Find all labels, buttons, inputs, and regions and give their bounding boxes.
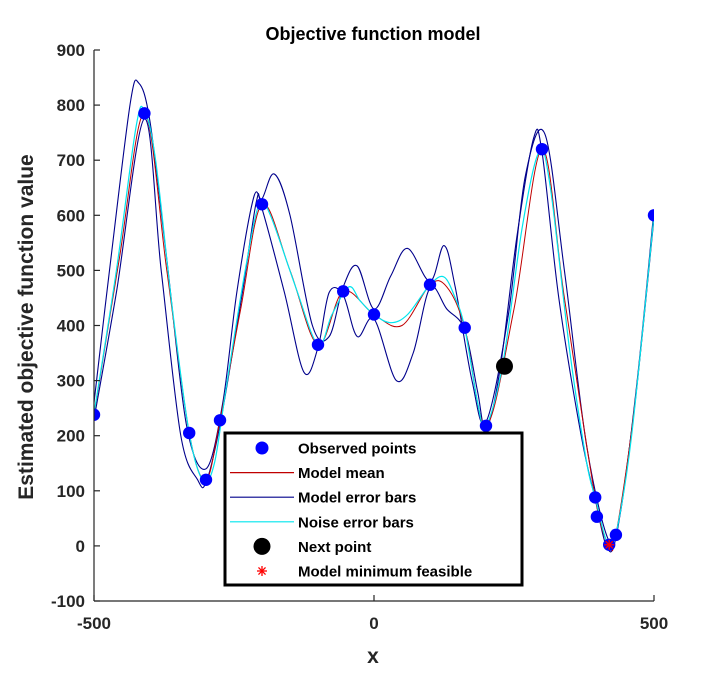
plot-area: [94, 79, 654, 553]
y-tick-label: 800: [57, 96, 85, 115]
y-tick-label: 900: [57, 41, 85, 60]
y-tick-label: 600: [57, 206, 85, 225]
noise-error-line: [94, 105, 654, 548]
y-tick-label: 400: [57, 317, 85, 336]
model-minimum-marker: [604, 539, 615, 550]
observed-point: [589, 491, 602, 504]
observed-point: [255, 198, 269, 211]
observed-point: [647, 209, 654, 222]
y-tick-label: 100: [57, 482, 85, 501]
legend-box: [223, 431, 524, 587]
model-error-lower-line: [94, 118, 654, 553]
observed-point: [590, 510, 604, 523]
observed-point: [337, 285, 350, 298]
observed-point: [367, 308, 381, 321]
legend-marker-observed: [255, 441, 269, 455]
y-tick-label: 200: [57, 427, 85, 446]
legend: Observed points Model mean Model error bar…: [223, 431, 524, 587]
observed-point: [138, 107, 151, 120]
x-tick-label: -500: [77, 614, 111, 633]
observed-point: [199, 473, 213, 486]
x-axis-title: x: [367, 645, 379, 668]
observed-point: [94, 408, 101, 421]
observed-point: [535, 142, 549, 156]
y-tick-label: 700: [57, 151, 85, 170]
observed-point: [458, 321, 471, 334]
y-tick-label: 300: [57, 372, 85, 391]
y-axis-title: Estimated objective function value: [15, 154, 38, 499]
observed-point: [479, 419, 493, 432]
next-point: [495, 357, 513, 375]
legend-label: Model mean: [298, 465, 385, 482]
legend-label: Observed points: [298, 441, 416, 458]
legend-marker-model-minimum: [257, 566, 267, 576]
y-tick-label: 500: [57, 261, 85, 280]
chart-title: Objective function model: [265, 24, 480, 44]
y-tick-label: -100: [51, 592, 85, 611]
legend-label: Next point: [298, 539, 371, 556]
observed-point: [213, 414, 227, 427]
legend-label: Model error bars: [298, 490, 416, 507]
observed-point: [311, 338, 325, 351]
legend-label: Noise error bars: [298, 514, 414, 531]
observed-point: [423, 278, 437, 291]
observed-point: [609, 528, 623, 542]
y-tick-label: 0: [76, 537, 85, 556]
x-tick-label: 500: [640, 614, 668, 633]
legend-label: Model minimum feasible: [298, 564, 472, 581]
legend-marker-next-point: [253, 537, 271, 555]
x-tick-label: 0: [369, 614, 378, 633]
axes: -100 0 100 200 300 400 500 600 700 800 900 -500 0 500: [51, 41, 668, 633]
observed-point: [183, 426, 196, 440]
